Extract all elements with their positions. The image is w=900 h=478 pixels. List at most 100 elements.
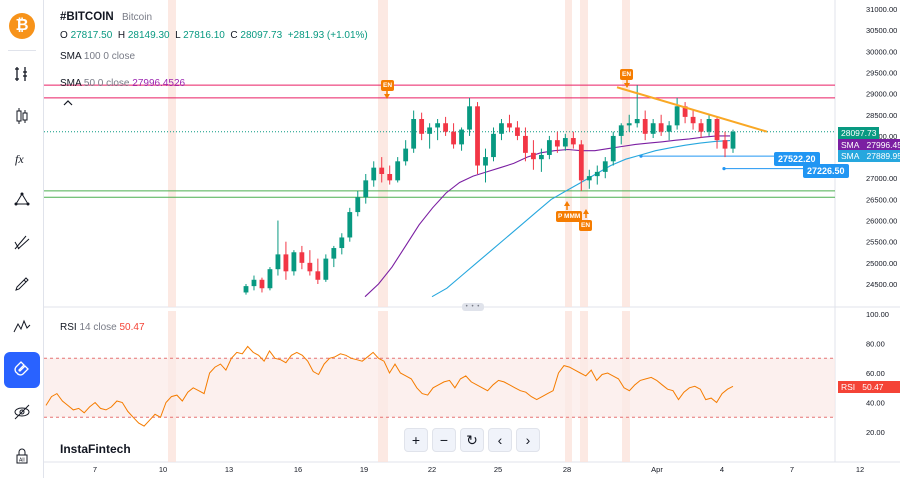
candle-body xyxy=(658,123,664,132)
crosshair-icon[interactable] xyxy=(4,56,40,92)
candle xyxy=(467,97,472,136)
candle xyxy=(339,233,345,255)
candle-body xyxy=(546,140,552,155)
entry-marker[interactable]: EN xyxy=(579,220,593,231)
candle xyxy=(610,131,616,166)
scroll-left-button[interactable]: ‹ xyxy=(488,428,512,452)
rsi-band xyxy=(44,358,835,418)
session-band xyxy=(580,0,588,307)
ohlc-low: 27816.10 xyxy=(183,30,225,41)
ohlc-close: 28097.73 xyxy=(240,30,283,41)
candle-body xyxy=(730,131,736,149)
candle-body xyxy=(698,123,704,132)
price-axis-label: 25500.00 xyxy=(866,238,897,247)
candle xyxy=(714,116,720,149)
candle xyxy=(267,267,273,291)
reset-button[interactable]: ↻ xyxy=(460,428,484,452)
candle xyxy=(515,121,520,141)
rsi-axis-label: 100.00 xyxy=(866,310,889,319)
candle-body xyxy=(491,133,496,158)
candle xyxy=(626,114,632,132)
candle xyxy=(690,110,696,130)
pane-resize-handle[interactable]: • • • xyxy=(462,303,484,311)
entry-marker[interactable]: EN xyxy=(620,69,634,80)
eye-hide-icon[interactable] xyxy=(4,394,40,430)
bitcoin-logo[interactable]: ₿ xyxy=(9,13,35,39)
brush-icon[interactable] xyxy=(4,266,40,302)
candle-body xyxy=(451,131,456,145)
candle-body xyxy=(650,123,656,134)
candle xyxy=(658,114,664,136)
lock-icon[interactable]: All xyxy=(4,438,40,474)
symbol-name: Bitcoin xyxy=(122,12,153,23)
candle-body xyxy=(355,197,361,213)
sma100-price-tag: SMA 27889.95 xyxy=(838,150,900,162)
rsi-scale-tag: RSI 50.47 xyxy=(838,381,900,393)
sma100-tag-value: 27889.95 xyxy=(866,151,900,161)
rsi-axis-label: 60.00 xyxy=(866,369,885,378)
candle xyxy=(363,174,369,204)
candle xyxy=(538,148,544,172)
candle xyxy=(650,119,656,139)
candle-body xyxy=(371,167,377,181)
rsi-line xyxy=(45,345,734,427)
line-tool-icon[interactable] xyxy=(4,182,40,218)
candle xyxy=(674,97,680,130)
candle-body xyxy=(443,123,448,132)
candle xyxy=(355,190,361,217)
sma50-legend[interactable]: SMA 50 0 close 27996.4526 xyxy=(60,78,185,89)
sma100-legend[interactable]: SMA 100 0 close xyxy=(60,51,135,62)
candle xyxy=(586,169,592,189)
toolbar-divider xyxy=(8,50,36,51)
candle-body xyxy=(706,119,712,132)
candle-body xyxy=(594,171,600,177)
candle xyxy=(283,241,289,280)
fx-icon[interactable]: fx xyxy=(4,140,40,176)
zoom-in-button[interactable]: + xyxy=(404,428,428,452)
zoom-out-button[interactable]: − xyxy=(432,428,456,452)
rsi-legend[interactable]: RSI 14 close 50.47 xyxy=(60,322,145,333)
price-callout[interactable]: 27522.20 xyxy=(774,152,820,166)
candle xyxy=(259,277,265,293)
collapse-legend-button[interactable] xyxy=(60,99,76,113)
pattern-marker[interactable]: P MMM xyxy=(556,211,583,222)
candle xyxy=(459,127,464,151)
candle-body xyxy=(467,106,472,130)
candle xyxy=(722,131,728,158)
entry-marker[interactable]: EN xyxy=(381,80,395,91)
candle-body xyxy=(323,258,329,280)
candle-body xyxy=(459,129,464,145)
candle xyxy=(315,258,321,284)
session-band xyxy=(378,0,388,307)
candle-body xyxy=(690,116,696,124)
marker-arrow xyxy=(624,83,630,88)
candles-icon[interactable] xyxy=(4,98,40,134)
candle-body xyxy=(243,286,249,293)
magnet-icon[interactable] xyxy=(4,352,40,388)
candle xyxy=(451,123,456,149)
price-callout[interactable]: 27226.50 xyxy=(803,164,849,178)
time-axis-label: 19 xyxy=(360,465,368,474)
pitchfork-icon[interactable] xyxy=(4,224,40,260)
time-axis-label: 12 xyxy=(856,465,864,474)
candle-body xyxy=(259,279,265,289)
sma50-line xyxy=(364,135,730,298)
candle-body xyxy=(379,167,385,174)
candle-body xyxy=(515,127,520,136)
sma100-name: SMA xyxy=(60,51,82,62)
candle-body xyxy=(411,119,417,149)
patterns-icon[interactable] xyxy=(4,308,40,344)
ohlc-change: +281.93 (+1.01%) xyxy=(287,30,368,41)
brand-label: InstaFintech xyxy=(60,442,131,456)
candle-body xyxy=(267,269,273,289)
sma100-tag-label: SMA xyxy=(841,151,860,161)
candle xyxy=(387,165,393,185)
left-toolbar: ₿ fx All xyxy=(0,0,44,478)
candle-body xyxy=(610,135,616,162)
scroll-right-button[interactable]: › xyxy=(516,428,540,452)
candle-body xyxy=(387,174,393,181)
candle-body xyxy=(475,106,480,166)
candle xyxy=(682,102,688,124)
